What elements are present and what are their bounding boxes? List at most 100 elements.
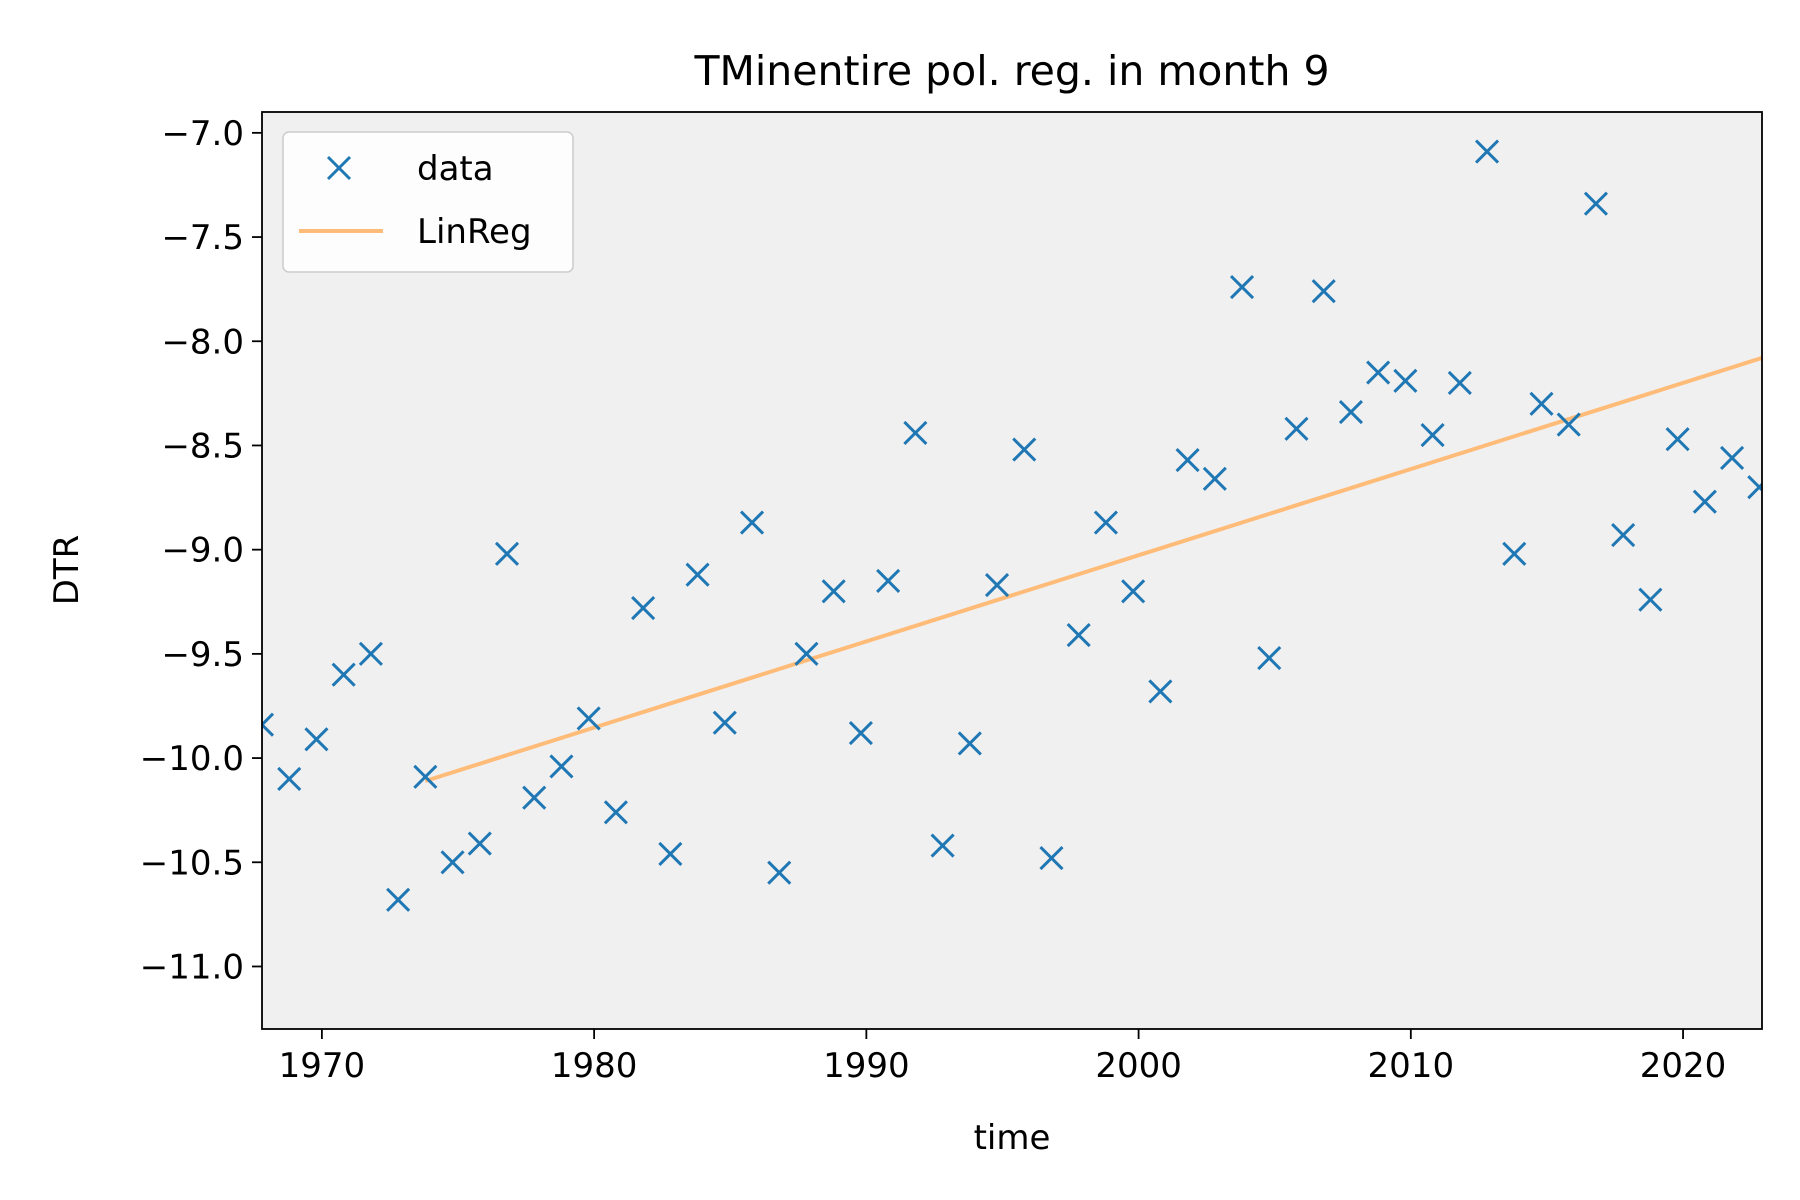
plot-frame (261, 111, 1763, 1030)
data-point (1093, 510, 1118, 535)
x-tick-label: 2000 (1095, 1046, 1182, 1086)
data-point (358, 641, 383, 666)
data-point-stroke (522, 785, 547, 810)
data-point-stroke (848, 720, 873, 746)
data-point-stroke (386, 887, 411, 912)
data-point-stroke (440, 850, 465, 875)
data-point (1747, 475, 1762, 500)
data-point-stroke (876, 568, 901, 593)
data-point-stroke (794, 641, 819, 666)
data-point-stroke (549, 754, 574, 779)
data-layer (262, 139, 1762, 912)
y-axis-label: DTR (47, 535, 87, 606)
data-point (848, 720, 873, 746)
data-point (549, 754, 574, 779)
data-point (1012, 437, 1037, 462)
data-point-stroke (1583, 191, 1608, 216)
y-tick-label: −7.0 (161, 114, 244, 154)
x-tick-label: 1970 (279, 1046, 366, 1086)
data-point-stroke (262, 722, 275, 737)
data-point-stroke (1148, 679, 1173, 704)
data-point-stroke (1175, 447, 1200, 473)
data-point-stroke (413, 764, 438, 789)
data-point (1175, 447, 1200, 473)
data-point-stroke (1665, 427, 1690, 452)
data-point (1719, 445, 1745, 471)
data-point (1066, 623, 1091, 648)
data-point-stroke (930, 833, 955, 858)
data-point (1611, 523, 1636, 548)
data-point-stroke (1039, 846, 1064, 871)
data-point (1502, 541, 1527, 566)
data-point (1121, 579, 1146, 604)
chart-title: TMinentire pol. reg. in month 9 (693, 47, 1329, 95)
data-point (794, 641, 819, 666)
data-point (1692, 489, 1717, 514)
linreg-line (424, 356, 1762, 783)
data-point-stroke (1012, 437, 1037, 462)
data-point (1202, 466, 1227, 491)
data-point-stroke (1229, 275, 1255, 300)
data-point-stroke (957, 731, 982, 756)
y-tick-label: −11.0 (140, 947, 244, 987)
data-point-stroke (712, 710, 737, 735)
x-tick-label: 2010 (1368, 1046, 1455, 1086)
data-point-stroke (1338, 400, 1363, 425)
data-point (1284, 416, 1309, 441)
data-point (821, 579, 846, 604)
data-point (1366, 360, 1391, 385)
data-point-stroke (1257, 645, 1282, 671)
data-point-stroke (903, 420, 928, 446)
data-point (930, 833, 955, 858)
data-point-stroke (358, 641, 383, 666)
data-point (1529, 391, 1554, 416)
data-point-stroke (1093, 510, 1118, 535)
data-point-stroke (767, 860, 792, 885)
data-point (1556, 412, 1581, 437)
data-point (685, 562, 710, 587)
data-point (1420, 422, 1445, 448)
x-tick-label: 1980 (551, 1046, 638, 1086)
legend: data LinReg (282, 131, 574, 273)
data-point (331, 662, 356, 687)
data-point-stroke (685, 562, 710, 587)
data-point (903, 420, 928, 446)
data-point (603, 800, 628, 825)
data-point-stroke (1747, 482, 1762, 500)
data-point-stroke (984, 573, 1010, 598)
data-point (576, 706, 601, 731)
data-point (658, 841, 683, 866)
data-point (739, 510, 765, 535)
data-point-stroke (1447, 370, 1472, 395)
data-point-stroke (1611, 523, 1636, 548)
y-tick-label: −9.5 (161, 635, 244, 675)
data-point (467, 831, 492, 856)
data-point (767, 860, 792, 885)
data-point (262, 712, 275, 737)
data-point-stroke (304, 727, 329, 752)
data-point-stroke (739, 510, 765, 535)
y-tick-label: −8.5 (161, 426, 244, 466)
data-point (440, 850, 465, 875)
data-point (277, 766, 302, 791)
data-point-stroke (262, 712, 275, 727)
data-point-stroke (603, 800, 628, 825)
x-tick-label: 1990 (823, 1046, 910, 1086)
data-point-stroke (1066, 623, 1091, 648)
legend-label-linreg: LinReg (417, 212, 532, 252)
data-point (1311, 279, 1336, 304)
data-point (1665, 427, 1690, 452)
y-tick-label: −10.0 (140, 739, 244, 779)
data-point (712, 710, 737, 735)
y-tick-label: −7.5 (161, 218, 244, 258)
data-point (304, 727, 329, 752)
y-tick-label: −10.5 (140, 843, 244, 883)
data-point (1474, 139, 1500, 164)
data-point (631, 595, 656, 621)
data-point-stroke (467, 831, 492, 856)
data-point (1447, 370, 1472, 395)
x-axis-label: time (974, 1118, 1051, 1158)
data-point (1583, 191, 1608, 216)
data-point-stroke (277, 766, 302, 791)
data-point-stroke (1529, 391, 1554, 416)
